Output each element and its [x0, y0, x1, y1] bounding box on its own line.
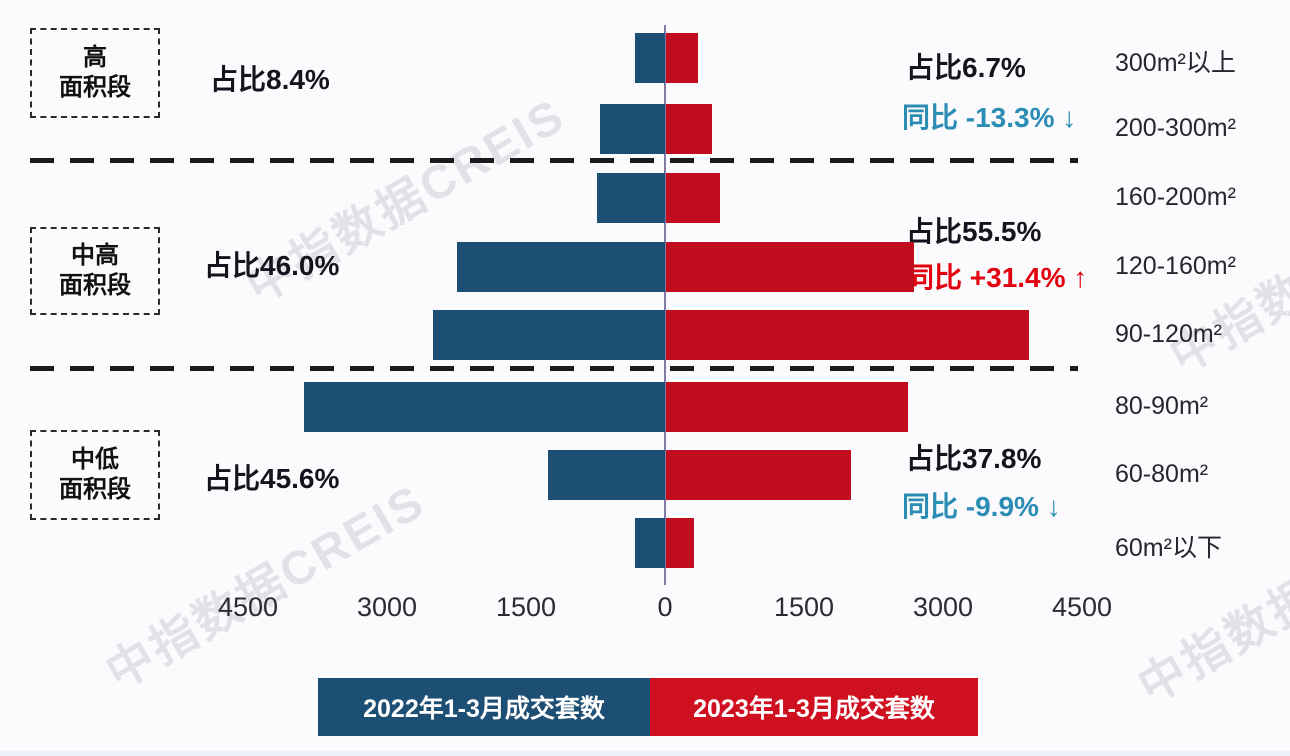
category-label-2: 160-200m²: [1115, 183, 1236, 211]
x-tick-label-5: 3000: [912, 592, 974, 622]
yoy-mid-high: 同比 +31.4% ↑: [906, 262, 1088, 293]
segment-label-line: 面积段: [59, 272, 131, 299]
bar-2022-6: [548, 450, 665, 500]
category-label-0: 300m²以上: [1115, 49, 1236, 77]
legend-label-2023: 2023年1-3月成交套数: [693, 695, 935, 723]
category-label-6: 60-80m²: [1115, 460, 1209, 488]
bar-2023-2: [666, 173, 720, 223]
category-label-5: 80-90m²: [1115, 392, 1209, 420]
segment-separator-line: [30, 158, 1078, 163]
bar-2022-1: [600, 104, 665, 154]
share-2023-mid-low: 占比37.8%: [906, 443, 1042, 474]
legend-item-2023: 2023年1-3月成交套数: [650, 678, 978, 736]
bar-2023-3: [666, 242, 915, 292]
segment-box-high: 高 面积段: [30, 28, 160, 118]
x-tick-label-2: 1500: [495, 592, 557, 622]
yoy-mid-low: 同比 -9.9% ↓: [902, 491, 1061, 522]
share-2022-mid-low: 占比45.6%: [204, 463, 340, 494]
watermark-text: 中指数据CREIS: [1128, 487, 1290, 713]
segment-label-line: 中高: [71, 242, 119, 269]
segment-separator-line: [30, 366, 1078, 371]
segment-label-line: 高: [83, 44, 107, 71]
segment-box-mid-high: 中高 面积段: [30, 227, 160, 315]
bar-2022-4: [433, 310, 665, 360]
segment-label-line: 面积段: [59, 476, 131, 503]
segment-box-mid-low: 中低 面积段: [30, 430, 160, 520]
share-2022-high: 占比8.4%: [210, 64, 330, 95]
bar-2023-4: [666, 310, 1030, 360]
segment-label-line: 面积段: [59, 74, 131, 101]
bar-2023-7: [666, 518, 694, 568]
category-label-1: 200-300m²: [1115, 114, 1236, 142]
legend-label-2022: 2022年1-3月成交套数: [363, 695, 605, 723]
x-tick-label-4: 1500: [773, 592, 835, 622]
share-2023-high: 占比6.7%: [906, 52, 1026, 83]
category-label-3: 120-160m²: [1115, 252, 1236, 280]
category-label-4: 90-120m²: [1115, 320, 1222, 348]
bar-2022-3: [456, 242, 665, 292]
bar-2023-5: [666, 382, 908, 432]
bar-2022-7: [635, 518, 665, 568]
bar-2023-0: [666, 33, 698, 83]
bottom-edge-artifact: [0, 751, 1290, 756]
bar-2023-1: [666, 104, 713, 154]
x-tick-label-1: 3000: [356, 592, 418, 622]
bar-2022-0: [635, 33, 665, 83]
segment-label-line: 中低: [71, 446, 119, 473]
bar-2022-5: [303, 382, 665, 432]
share-2023-mid-high: 占比55.5%: [906, 216, 1042, 247]
category-label-7: 60m²以下: [1115, 534, 1222, 562]
legend-item-2022: 2022年1-3月成交套数: [318, 678, 650, 736]
bar-2023-6: [666, 450, 852, 500]
yoy-high: 同比 -13.3% ↓: [902, 102, 1077, 133]
share-2022-mid-high: 占比46.0%: [204, 250, 340, 281]
x-tick-label-6: 4500: [1051, 592, 1113, 622]
x-tick-label-0: 4500: [217, 592, 279, 622]
x-tick-label-3: 0: [657, 592, 673, 622]
bar-2022-2: [597, 173, 665, 223]
zero-axis-line: [664, 25, 666, 585]
